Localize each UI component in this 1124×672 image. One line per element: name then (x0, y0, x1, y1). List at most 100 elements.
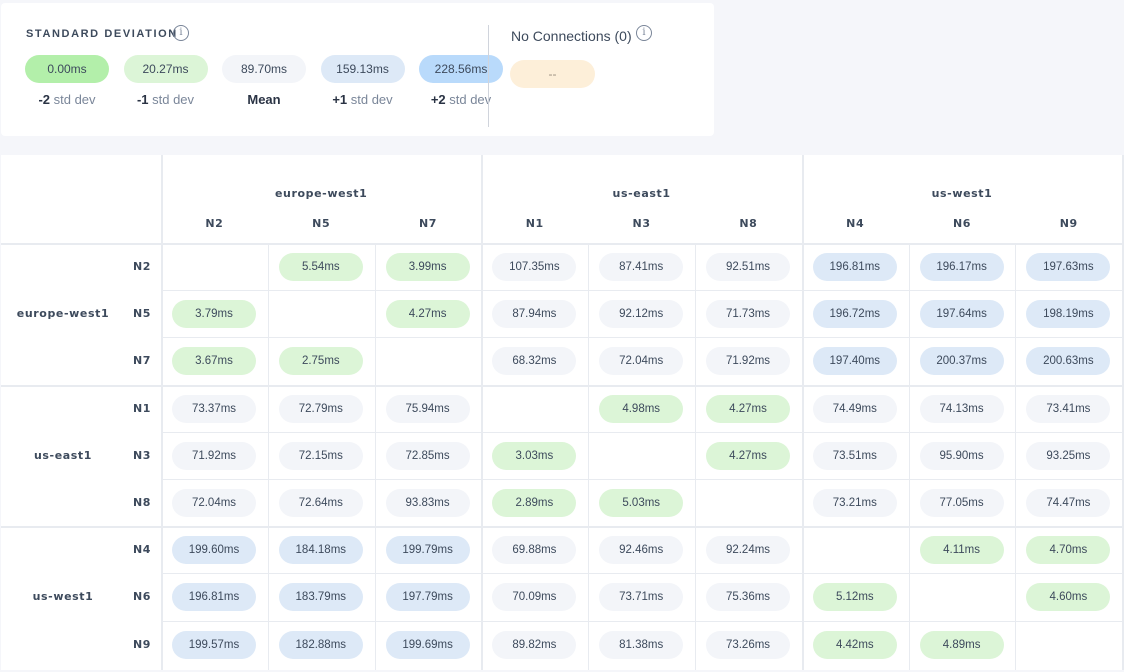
grid-line (161, 573, 1123, 575)
latency-cell[interactable]: 4.27ms (706, 394, 790, 423)
latency-cell[interactable]: 75.36ms (706, 583, 790, 612)
latency-cell[interactable]: 4.27ms (385, 300, 470, 329)
latency-cell[interactable]: 197.63ms (1026, 253, 1111, 281)
row-node-header: N7 (132, 354, 151, 368)
latency-cell[interactable]: 73.37ms (172, 394, 256, 423)
row-node-header: N6 (132, 590, 151, 604)
latency-cell[interactable]: 95.90ms (919, 441, 1004, 470)
latency-cell[interactable]: 197.64ms (919, 300, 1004, 329)
latency-cell[interactable]: 4.11ms (919, 536, 1004, 565)
latency-cell[interactable]: 5.54ms (278, 253, 363, 281)
latency-cell[interactable]: 196.72ms (812, 300, 897, 329)
latency-cell[interactable]: 197.79ms (385, 583, 470, 612)
grid-line (1015, 243, 1017, 670)
latency-cell[interactable]: 198.19ms (1026, 300, 1111, 329)
latency-cell[interactable]: 200.37ms (919, 347, 1004, 376)
latency-cell[interactable]: 70.09ms (492, 583, 577, 612)
latency-cell[interactable]: 199.79ms (385, 536, 470, 565)
latency-cell[interactable]: 68.32ms (492, 347, 577, 376)
latency-cell[interactable]: 87.94ms (492, 300, 577, 329)
info-icon[interactable]: i (173, 25, 189, 41)
row-node-header: N9 (132, 637, 151, 651)
grid-line (801, 155, 804, 670)
latency-cell[interactable]: 77.05ms (919, 489, 1004, 517)
latency-cell[interactable]: 200.63ms (1026, 347, 1111, 376)
latency-cell[interactable]: 71.92ms (172, 441, 256, 470)
legend-label: +1 std dev (332, 92, 393, 107)
latency-cell[interactable]: 73.21ms (812, 489, 897, 517)
grid-line (267, 243, 269, 670)
latency-cell[interactable]: 183.79ms (278, 583, 363, 612)
latency-cell[interactable]: 87.41ms (599, 253, 684, 281)
latency-cell[interactable]: 75.94ms (385, 394, 470, 423)
latency-cell[interactable]: 196.81ms (172, 583, 256, 612)
latency-cell[interactable]: 199.60ms (172, 536, 256, 565)
latency-cell[interactable]: 4.70ms (1026, 536, 1111, 565)
latency-cell[interactable]: 197.40ms (812, 347, 897, 376)
latency-cell[interactable]: 3.03ms (492, 441, 577, 470)
row-region-header: us-east1 (33, 448, 93, 462)
latency-cell[interactable]: 107.35ms (492, 253, 577, 281)
grid-line (161, 290, 1123, 292)
latency-cell[interactable]: 74.47ms (1026, 489, 1111, 517)
latency-cell[interactable]: 72.85ms (385, 441, 470, 470)
latency-cell[interactable]: 72.04ms (599, 347, 684, 376)
latency-matrix: europe-west1 N2 N2 N5 N5 N7 N7 europe-west1 us-e… (1, 155, 1124, 670)
latency-cell[interactable]: 73.26ms (706, 630, 790, 659)
latency-cell[interactable]: 92.12ms (599, 300, 684, 329)
column-node-header: N5 (312, 217, 331, 230)
latency-cell[interactable]: 182.88ms (278, 630, 363, 659)
latency-cell[interactable]: 4.27ms (706, 441, 790, 470)
grid-line (908, 243, 910, 670)
latency-cell[interactable]: 92.24ms (706, 536, 790, 565)
legend-pill: 159.13ms (320, 55, 405, 83)
column-node-header: N6 (952, 217, 972, 230)
latency-cell[interactable]: 72.15ms (278, 441, 363, 470)
latency-cell[interactable]: 74.13ms (919, 394, 1004, 423)
latency-cell[interactable]: 92.51ms (706, 253, 790, 281)
column-node-header: N9 (1059, 217, 1078, 230)
latency-cell[interactable]: 3.67ms (172, 347, 256, 376)
legend-label: -1 std dev (136, 92, 195, 107)
latency-cell[interactable]: 74.49ms (812, 394, 897, 423)
grid-line (1, 526, 1123, 529)
latency-cell[interactable]: 72.04ms (172, 489, 256, 517)
latency-cell[interactable]: 2.89ms (492, 489, 577, 517)
latency-cell[interactable]: 71.73ms (706, 300, 790, 329)
latency-cell[interactable]: 5.12ms (812, 583, 897, 612)
column-node-header: N7 (418, 217, 438, 230)
latency-cell[interactable]: 72.64ms (278, 489, 363, 517)
grid-line (161, 431, 1123, 433)
latency-cell[interactable]: 72.79ms (278, 394, 363, 423)
column-node-header: N2 (205, 217, 224, 230)
latency-cell[interactable]: 4.89ms (919, 630, 1004, 659)
latency-cell[interactable]: 184.18ms (278, 536, 363, 565)
latency-cell[interactable]: 93.25ms (1026, 441, 1111, 470)
latency-cell[interactable]: 199.69ms (385, 630, 470, 659)
latency-cell[interactable]: 4.60ms (1026, 583, 1111, 612)
grid-line (1, 243, 1123, 245)
latency-cell[interactable]: 199.57ms (172, 630, 256, 659)
latency-cell[interactable]: 92.46ms (599, 536, 684, 565)
info-icon[interactable]: i (636, 25, 652, 41)
latency-cell[interactable]: 89.82ms (492, 630, 577, 659)
latency-cell[interactable]: 73.71ms (599, 583, 684, 612)
latency-cell[interactable]: 73.41ms (1026, 394, 1111, 423)
latency-cell[interactable]: 4.42ms (812, 630, 897, 659)
latency-cell[interactable]: 93.83ms (385, 489, 470, 517)
std-dev-title: STANDARD DEVIATION (26, 28, 178, 40)
latency-cell[interactable]: 196.17ms (919, 253, 1004, 281)
column-region-header: europe-west1 (274, 187, 368, 200)
latency-cell[interactable]: 2.75ms (278, 347, 363, 376)
latency-cell[interactable]: 196.81ms (812, 253, 897, 281)
latency-cell[interactable]: 3.79ms (172, 300, 256, 329)
row-node-header: N8 (132, 496, 151, 509)
latency-cell[interactable]: 4.98ms (599, 394, 684, 423)
latency-cell[interactable]: 73.51ms (812, 441, 897, 470)
latency-cell[interactable]: 69.88ms (492, 536, 577, 565)
latency-cell[interactable]: 5.03ms (599, 489, 684, 517)
legend-pill: 20.27ms (123, 55, 208, 83)
latency-cell[interactable]: 81.38ms (599, 630, 684, 659)
latency-cell[interactable]: 71.92ms (706, 347, 790, 376)
latency-cell[interactable]: 3.99ms (385, 253, 470, 281)
